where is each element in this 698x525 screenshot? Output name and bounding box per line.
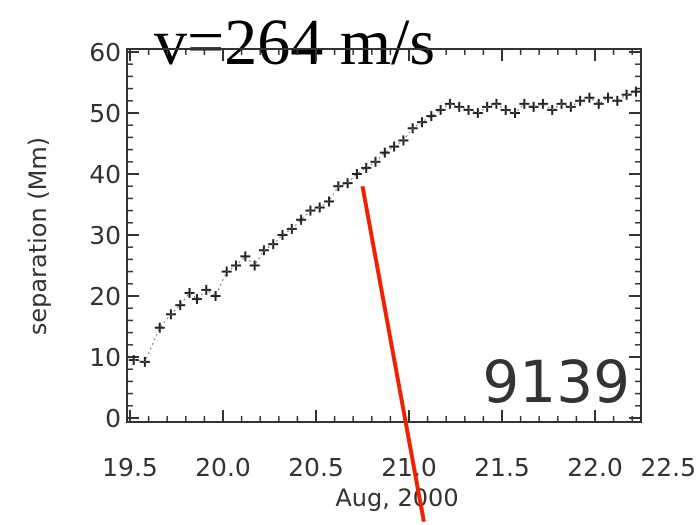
data-point [210, 291, 221, 301]
y-tick-label: 40 [89, 160, 121, 189]
data-point [435, 104, 446, 115]
data-point [603, 92, 614, 103]
y-tick-label: 50 [89, 99, 121, 128]
data-point [426, 111, 437, 122]
data-point [240, 251, 251, 262]
x-axis-label: Aug, 2000 [335, 484, 458, 512]
x-tick-label: 21.0 [381, 453, 437, 482]
data-point [249, 260, 260, 271]
data-point [379, 147, 390, 158]
data-points [128, 86, 641, 367]
data-point [612, 95, 623, 106]
data-point [351, 169, 362, 179]
data-point [191, 294, 202, 305]
y-tick-labels: 0 10 20 30 40 50 60 [89, 38, 121, 433]
data-point [575, 95, 586, 106]
data-point [630, 86, 641, 97]
x-tick-label: 22.0 [567, 453, 623, 482]
y-axis-label: separation (Mm) [24, 137, 52, 335]
data-point [519, 98, 530, 109]
y-tick-label: 10 [89, 343, 121, 372]
data-point [417, 117, 428, 128]
y-tick-label: 20 [89, 282, 121, 311]
y-tick-label: 0 [105, 404, 121, 433]
trend-segment [133, 91, 637, 363]
y-tick-label: 30 [89, 221, 121, 250]
x-tick-label: 21.5 [474, 453, 530, 482]
indicator-line [360, 185, 426, 523]
x-tick-label: 20.5 [288, 453, 344, 482]
data-point [584, 92, 595, 103]
data-point [201, 284, 212, 295]
axis-ticks [127, 49, 641, 422]
data-point [389, 141, 400, 152]
data-point [277, 230, 288, 240]
data-point [361, 162, 372, 173]
data-point [324, 196, 335, 207]
chart-title: v=264 m/s [154, 6, 435, 79]
data-point [154, 322, 165, 333]
data-point [175, 300, 186, 311]
x-tick-label: 19.5 [102, 453, 158, 482]
y-tick-label: 60 [89, 38, 121, 67]
x-tick-labels: 19.5 20.0 20.5 21.0 21.5 22.0 22.5 [102, 453, 696, 482]
x-tick-label: 22.5 [640, 453, 696, 482]
data-point [472, 108, 483, 118]
data-point [537, 98, 548, 109]
data-point [528, 101, 539, 112]
data-point [296, 214, 307, 225]
data-point [593, 98, 604, 109]
region-number-label: 9139 [482, 348, 630, 416]
trend-path [133, 91, 637, 363]
x-tick-label: 20.0 [195, 453, 251, 482]
data-point [184, 287, 195, 298]
